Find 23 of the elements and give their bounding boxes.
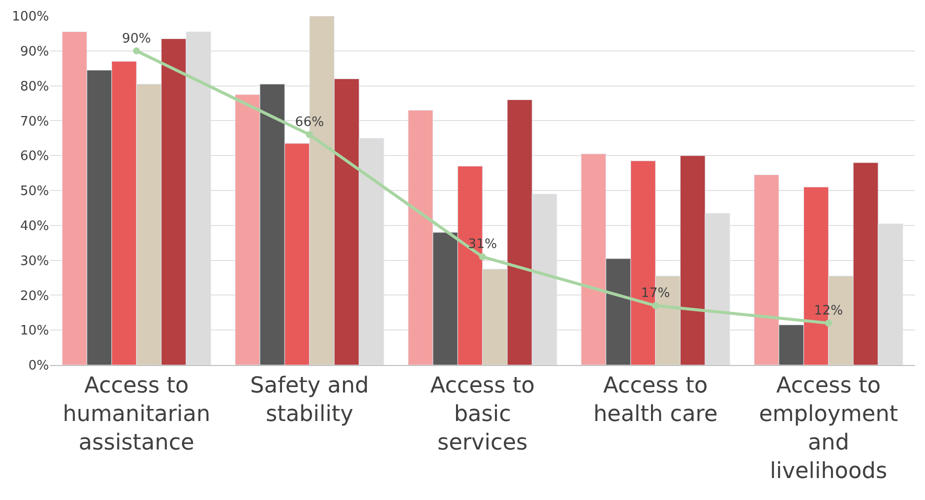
x-tick-label: Access to employment and livelihoods <box>758 373 898 484</box>
y-tick-label: 90% <box>20 44 49 60</box>
point <box>306 131 313 138</box>
y-tick-label: 0% <box>28 358 49 374</box>
y-tick-label: 100% <box>12 10 49 25</box>
data-label: 90% <box>122 31 151 46</box>
y-tick-label: 30% <box>20 254 49 269</box>
point <box>479 253 486 260</box>
y-tick-label: 10% <box>20 324 49 339</box>
y-tick-label: 80% <box>20 79 49 94</box>
point <box>652 302 659 310</box>
y-tick-label: 40% <box>20 218 49 234</box>
y-tick-label: 50% <box>20 184 49 200</box>
x-tick-label: Access to humanitarian assistance <box>62 373 210 456</box>
point <box>825 320 832 327</box>
x-tick-label: Safety and stability <box>250 373 369 427</box>
y-tick-label: 20% <box>20 288 49 304</box>
point <box>133 47 140 54</box>
x-tick-label: Access to basic services <box>430 373 535 456</box>
y-tick-label: 70% <box>20 114 49 130</box>
data-label: 66% <box>295 115 324 130</box>
x-tick-label: Access to health care <box>593 373 718 427</box>
y-tick-label: 60% <box>20 149 49 164</box>
